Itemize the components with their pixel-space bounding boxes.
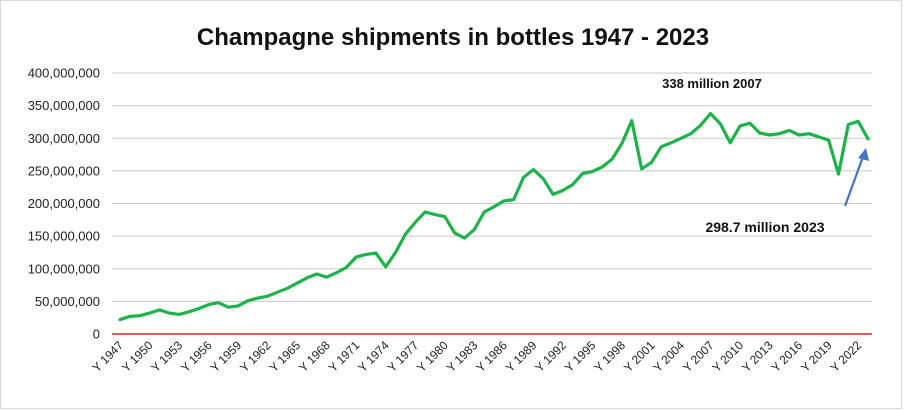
y-tick-label: 50,000,000 [35,294,100,309]
annotation-arrowhead [858,148,869,161]
x-tick-label: Y 1962 [237,338,274,375]
y-tick-label: 250,000,000 [28,163,100,178]
x-tick-label: Y 1974 [355,338,392,375]
y-tick-label: 100,000,000 [28,261,100,276]
x-tick-label: Y 1980 [414,338,451,375]
y-axis: 0 50,000,000 100,000,000 150,000,000 200,000… [28,66,100,342]
y-tick-label: 200,000,000 [28,196,100,211]
annotations: 338 million 2007 298.7 million 2023 [662,76,869,235]
x-tick-label: Y 2016 [769,338,806,375]
chart-title: Champagne shipments in bottles 1947 - 20… [197,24,709,51]
series-line [118,111,870,322]
y-tick-label: 350,000,000 [28,98,100,113]
x-tick-label: Y 1959 [208,338,245,375]
y-tick-label: 400,000,000 [28,66,100,81]
series-layer [118,111,870,322]
annotation-arrow [843,153,866,207]
x-tick-label: Y 1965 [267,338,304,375]
x-tick-label: Y 2004 [650,338,687,375]
latest-annotation: 298.7 million 2023 [705,219,824,235]
y-tick-label: 0 [93,327,100,342]
x-tick-label: Y 1998 [591,338,628,375]
x-tick-label: Y 1950 [119,338,156,375]
x-tick-label: Y 1977 [385,338,422,375]
x-tick-label: Y 1956 [178,338,215,375]
x-tick-label: Y 1995 [562,338,599,375]
x-tick-label: Y 1989 [503,338,540,375]
x-tick-label: Y 2001 [621,338,658,375]
x-tick-label: Y 2013 [739,338,776,375]
x-tick-label: Y 1968 [296,338,333,375]
x-tick-label: Y 2019 [798,338,835,375]
x-tick-label: Y 2022 [828,338,865,375]
x-tick-label: Y 1986 [473,338,510,375]
y-tick-label: 300,000,000 [28,131,100,146]
x-tick-label: Y 1983 [444,338,481,375]
x-tick-label: Y 1947 [89,338,126,375]
gridlines [112,72,872,335]
y-tick-label: 150,000,000 [28,229,100,244]
peak-annotation: 338 million 2007 [662,76,762,91]
x-tick-label: Y 1953 [149,338,186,375]
x-tick-label: Y 2010 [710,338,747,375]
x-tick-label: Y 1971 [326,338,363,375]
x-tick-label: Y 2007 [680,338,717,375]
x-tick-label: Y 1992 [532,338,569,375]
